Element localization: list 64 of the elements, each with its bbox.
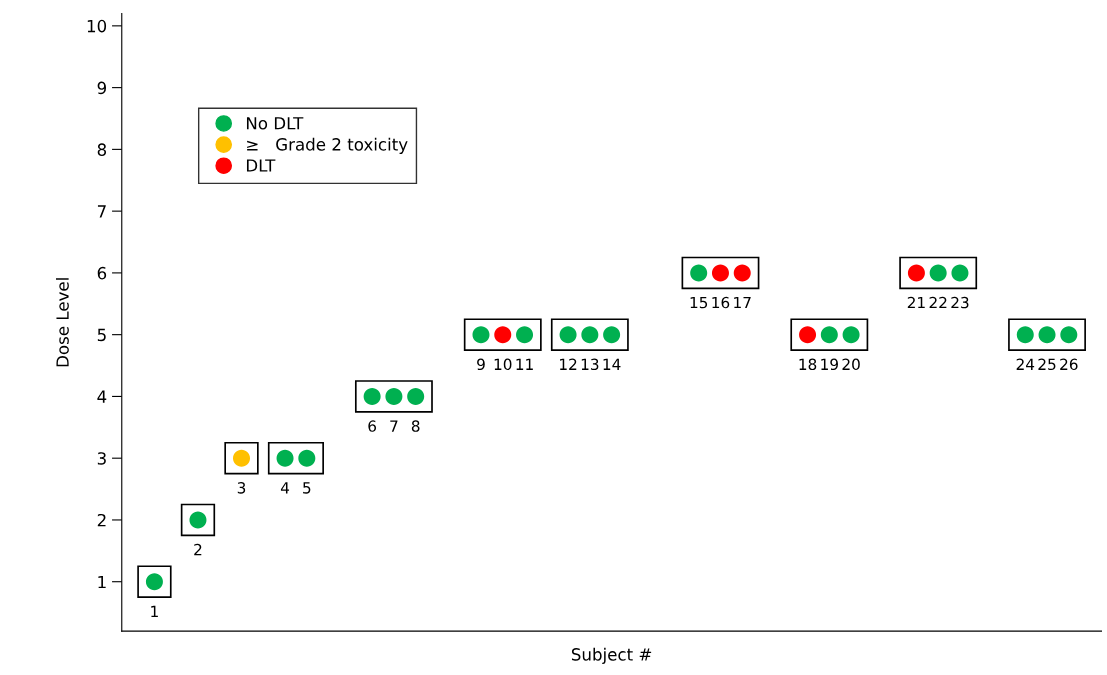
x-axis-title: Subject # [571, 647, 652, 664]
annotation: 15 [690, 296, 708, 309]
point [951, 264, 969, 282]
annotation: 5 [303, 482, 311, 494]
y-tick-label: 2 [97, 513, 106, 527]
point [581, 326, 599, 344]
annotation: 4 [280, 482, 290, 494]
point [516, 326, 534, 344]
point [1038, 326, 1056, 344]
point [472, 326, 490, 344]
point [842, 326, 860, 344]
y-tick-label: 10 [87, 19, 107, 33]
legend-label: ≥ Grade 2 toxicity [247, 137, 408, 154]
point [298, 449, 316, 467]
annotation: 11 [516, 358, 533, 370]
point [276, 449, 294, 467]
point [1060, 326, 1078, 344]
annotation: 19 [821, 358, 838, 371]
y-tick-label: 4 [97, 390, 107, 403]
annotation: 26 [1060, 358, 1078, 371]
annotation: 9 [477, 358, 485, 371]
annotation: 22 [929, 296, 947, 309]
annotation: 13 [581, 358, 599, 371]
y-tick-label: 7 [97, 205, 106, 218]
annotation: 20 [842, 358, 860, 371]
annotation: 1 [151, 605, 158, 617]
point [385, 387, 403, 405]
point [690, 264, 708, 282]
annotation: 2 [194, 543, 202, 556]
annotation: 25 [1038, 358, 1056, 371]
annotation: 17 [734, 296, 751, 309]
annotation: 16 [712, 296, 730, 309]
y-tick-label: 9 [97, 81, 107, 95]
annotation: 8 [411, 420, 420, 432]
point [907, 264, 925, 282]
point [363, 387, 381, 405]
y-tick-label: 6 [97, 266, 107, 280]
legend-label: No DLT [246, 117, 304, 130]
annotation: 14 [603, 358, 621, 370]
point [559, 326, 577, 344]
point [820, 326, 838, 344]
annotation: 24 [1016, 358, 1035, 370]
point [733, 264, 751, 282]
point [799, 326, 817, 344]
annotation: 10 [494, 358, 512, 371]
y-tick-label: 3 [97, 452, 106, 465]
point [494, 326, 512, 344]
y-axis-title: Dose Level [55, 278, 69, 367]
annotation: 3 [237, 482, 246, 494]
y-tick-label: 8 [97, 143, 107, 156]
annotation: 21 [907, 296, 925, 309]
point [929, 264, 947, 282]
point [407, 387, 425, 405]
point [711, 264, 729, 282]
annotation: 12 [560, 358, 577, 370]
point [603, 326, 621, 344]
y-tick-label: 5 [97, 328, 106, 342]
annotation: 7 [390, 420, 398, 432]
y-tick-label: 1 [98, 575, 106, 589]
annotation: 23 [951, 296, 969, 309]
annotation: 18 [799, 358, 817, 371]
annotation: 6 [368, 420, 377, 432]
point [1016, 326, 1034, 344]
legend-label: DLT [246, 159, 276, 172]
